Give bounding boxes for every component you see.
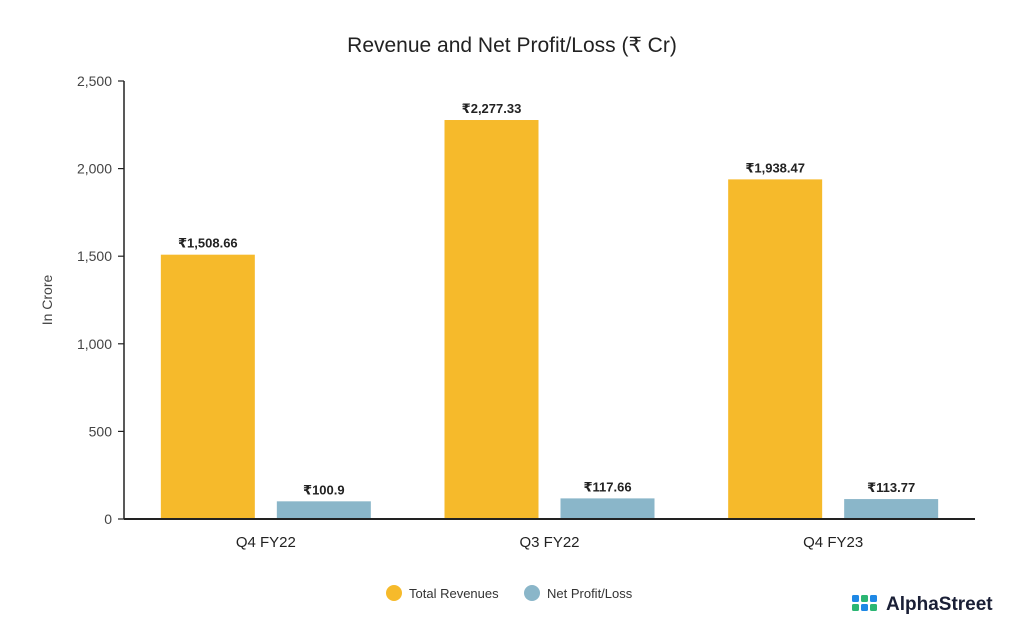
- legend-label: Total Revenues: [409, 586, 499, 601]
- bars: ₹1,508.66 ₹100.9 ₹2,277.33 ₹117.66 ₹1,938.47…: [160, 101, 939, 520]
- data-label: ₹2,277.33: [462, 101, 522, 116]
- bar: [560, 498, 655, 519]
- brand-logo: AlphaStreet: [852, 594, 993, 615]
- y-tick-label: 2,500: [77, 73, 112, 89]
- x-axis: Q4 FY22 Q3 FY22 Q4 FY23: [124, 518, 975, 551]
- data-label: ₹117.66: [583, 479, 631, 494]
- y-tick-label: 500: [89, 423, 113, 439]
- bar: [160, 254, 255, 519]
- y-tick-label: 1,500: [77, 248, 112, 264]
- x-tick-label: Q4 FY23: [803, 534, 863, 551]
- data-label: ₹1,508.66: [178, 236, 238, 251]
- legend-label: Net Profit/Loss: [547, 586, 633, 601]
- legend-marker: [524, 585, 540, 601]
- legend: Total Revenues Net Profit/Loss: [386, 585, 633, 601]
- data-label: ₹113.77: [867, 480, 915, 495]
- y-tick-label: 0: [104, 511, 112, 527]
- chart-title: Revenue and Net Profit/Loss (₹ Cr): [347, 34, 677, 57]
- brand-name: AlphaStreet: [886, 594, 993, 615]
- legend-marker: [386, 585, 402, 601]
- y-tick-label: 2,000: [77, 161, 112, 177]
- alphastreet-logo-icon: [852, 595, 877, 611]
- y-axis-title: In Crore: [39, 275, 55, 326]
- data-label: ₹1,938.47: [745, 160, 805, 175]
- y-axis: 0 500 1,000 1,500 2,000 2,500: [77, 73, 125, 527]
- x-tick-label: Q4 FY22: [236, 534, 296, 551]
- bar: [276, 501, 371, 519]
- bar: [844, 499, 939, 519]
- bar: [728, 179, 823, 519]
- x-tick-label: Q3 FY22: [519, 534, 579, 551]
- bar: [444, 120, 539, 520]
- y-tick-label: 1,000: [77, 336, 112, 352]
- data-label: ₹100.9: [303, 482, 345, 497]
